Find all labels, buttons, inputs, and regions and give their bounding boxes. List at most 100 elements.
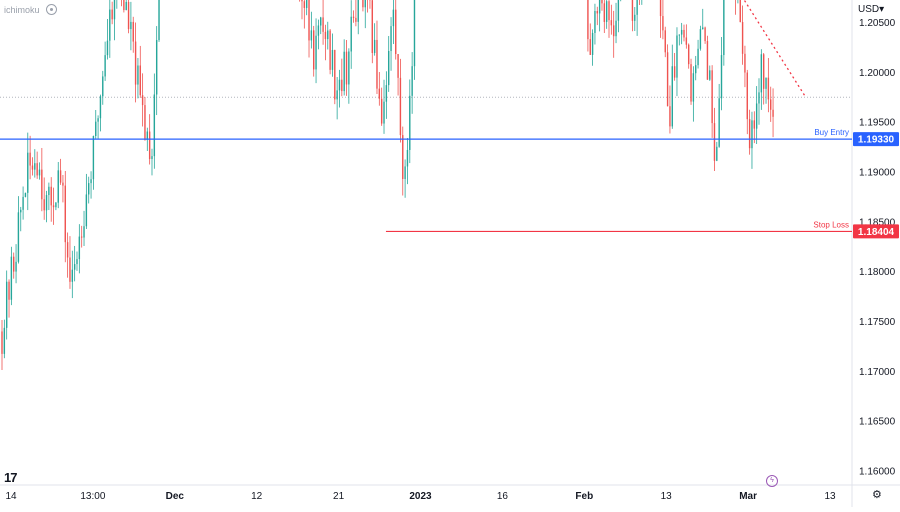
candle-body (386, 85, 387, 102)
candle-body (144, 105, 145, 140)
candle-body (353, 17, 354, 18)
stop-loss-price-value: 1.18404 (858, 227, 895, 238)
buy-entry-label: Buy Entry (814, 128, 849, 137)
time-tick-label: Mar (739, 491, 757, 502)
candle-body (669, 106, 670, 126)
candle-body (130, 22, 131, 29)
candle-body (339, 80, 340, 91)
candle-body (348, 51, 349, 84)
candle-body (32, 166, 33, 170)
candle-body (390, 26, 391, 51)
candle-body (772, 110, 773, 117)
candle-body (93, 136, 94, 179)
currency-text: USD (858, 4, 879, 15)
time-tick-label: 13 (661, 491, 673, 502)
candle-body (592, 33, 593, 55)
gear-icon[interactable]: ⚙ (872, 488, 882, 501)
candle-body (13, 257, 14, 272)
candle-body (400, 78, 401, 135)
candle-body (102, 76, 103, 96)
candle-body (346, 52, 347, 85)
candle-body (662, 16, 663, 30)
candle-body (597, 11, 598, 13)
candle-body (15, 262, 16, 272)
candle-body (65, 186, 66, 243)
candle-body (51, 187, 52, 206)
candle-body (74, 264, 75, 270)
price-tick-label: 1.20500 (859, 18, 896, 29)
watermark: ichimoku (4, 4, 57, 15)
candle-body (709, 70, 710, 79)
candle-body (744, 54, 745, 73)
lightning-icon[interactable]: ϟ (766, 475, 778, 487)
candle-body (376, 40, 377, 89)
candle-body (674, 66, 675, 77)
candle-body (615, 21, 616, 36)
candle-body (618, 0, 619, 21)
candle-body (754, 120, 755, 128)
candle-body (742, 22, 743, 54)
candle-body (672, 66, 673, 126)
candle-body (686, 37, 687, 44)
stop-loss-label: Stop Loss (813, 220, 849, 229)
candle-body (723, 0, 724, 55)
candle-body (149, 132, 150, 159)
candle-body (587, 0, 588, 39)
candle-body (301, 0, 302, 1)
candle-body (43, 199, 44, 210)
candle-body (770, 99, 771, 109)
candle-body (320, 17, 321, 25)
candle-body (53, 205, 54, 207)
candle-body (306, 0, 307, 8)
candle-body (142, 95, 143, 105)
candle-body (156, 40, 157, 94)
candle-body (22, 197, 23, 210)
candle-body (308, 0, 309, 40)
candle-body (322, 17, 323, 31)
candle-body (69, 257, 70, 281)
candle-body (751, 120, 752, 148)
price-tick-label: 1.16000 (859, 467, 896, 478)
candle-body (714, 123, 715, 161)
price-tick-label: 1.19500 (859, 118, 896, 129)
candle-body (55, 203, 56, 208)
tradingview-logo-icon[interactable]: 17 (4, 470, 16, 485)
candle-body (379, 89, 380, 99)
candle-body (151, 156, 152, 159)
candle-body (365, 0, 366, 7)
candle-body (88, 183, 89, 194)
candle-body (388, 51, 389, 85)
candle-body (79, 237, 80, 259)
candle-body (1, 331, 2, 353)
price-tick-label: 1.17000 (859, 367, 896, 378)
price-tick-label: 1.19000 (859, 168, 896, 179)
candle-body (404, 166, 405, 179)
candle-body (29, 153, 30, 166)
candle-body (383, 102, 384, 124)
candle-body (20, 210, 21, 213)
candle-body (374, 40, 375, 53)
candle-body (90, 179, 91, 183)
candle-body (704, 27, 705, 41)
candle-body (608, 1, 609, 20)
eye-icon[interactable] (46, 4, 57, 15)
candle-body (409, 96, 410, 150)
currency-label[interactable]: USD▾ (858, 4, 884, 15)
candle-body (325, 32, 326, 39)
candle-body (763, 54, 764, 89)
candle-body (83, 226, 84, 237)
candle-body (758, 92, 759, 103)
candle-body (402, 135, 403, 179)
candle-body (688, 45, 689, 64)
candle-body (393, 10, 394, 27)
candle-body (716, 147, 717, 161)
candle-body (67, 242, 68, 257)
time-tick-label: Feb (575, 491, 593, 502)
candle-body (62, 183, 63, 186)
candle-body (107, 41, 108, 55)
candle-body (697, 49, 698, 65)
candle-body (158, 0, 159, 40)
candle-body (135, 42, 136, 85)
